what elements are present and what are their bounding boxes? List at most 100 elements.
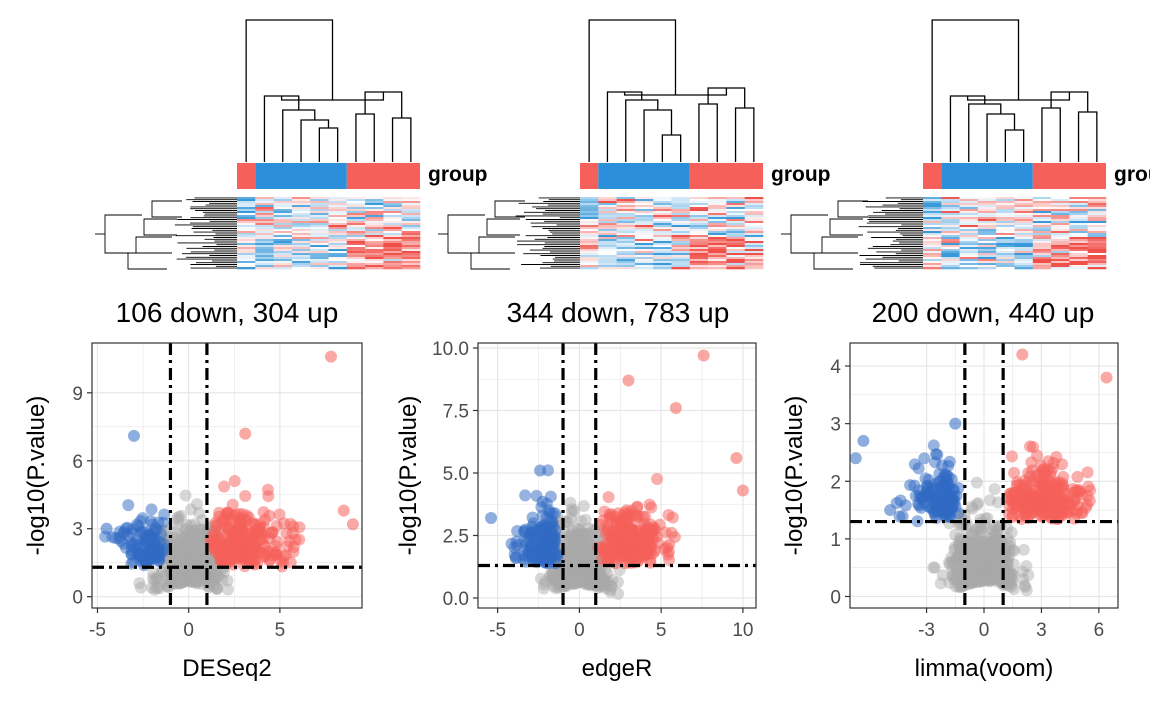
dendrogram-branch <box>661 134 682 162</box>
point-not-significant <box>970 562 983 575</box>
heatmap-cell <box>671 209 691 212</box>
point-not-significant <box>1020 560 1033 573</box>
point-not-significant <box>964 556 977 569</box>
point-not-significant <box>164 574 177 587</box>
heatmap-cell <box>726 199 745 202</box>
point-not-significant <box>951 563 964 576</box>
point-not-significant <box>172 553 185 566</box>
point-not-significant <box>965 529 978 542</box>
point-not-significant <box>178 531 191 544</box>
point-not-significant <box>567 545 580 558</box>
point-not-significant <box>970 576 983 589</box>
heatmap-cell <box>923 227 942 230</box>
heatmap-cell <box>1014 243 1034 246</box>
dendrogram-branch <box>478 236 515 254</box>
point-not-significant <box>986 551 999 564</box>
heatmap-cell <box>923 237 942 240</box>
point-not-significant <box>569 544 582 557</box>
point-not-significant <box>973 526 986 539</box>
heatmap-cell <box>1032 241 1052 244</box>
heatmap-cell <box>634 243 654 246</box>
point-up <box>629 542 642 555</box>
point-not-significant <box>979 548 992 561</box>
point-not-significant <box>134 581 147 594</box>
heatmap-cell <box>996 243 1015 246</box>
point-not-significant <box>983 542 996 555</box>
heatmap-cell <box>580 249 599 252</box>
heatmap-cell <box>255 233 274 236</box>
heatmap-cell <box>689 235 709 238</box>
point-not-significant <box>572 530 585 543</box>
heatmap-cell <box>365 229 384 232</box>
point-not-significant <box>983 559 996 572</box>
heatmap-cell <box>689 231 709 234</box>
heatmap-cell <box>346 231 366 234</box>
heatmap-cell <box>346 223 366 226</box>
heatmap-cell <box>310 231 329 234</box>
heatmap-cell <box>346 237 366 240</box>
point-not-significant <box>186 542 199 555</box>
heatmap-cell <box>383 221 402 224</box>
point-not-significant <box>583 568 596 581</box>
heatmap-cell <box>616 213 636 216</box>
heatmap-cell <box>1069 205 1088 208</box>
heatmap-cell <box>941 209 960 212</box>
point-not-significant <box>180 550 193 563</box>
point-not-significant <box>573 576 586 589</box>
heatmap-cell <box>255 203 274 206</box>
heatmap-cell <box>708 265 727 268</box>
point-not-significant <box>981 571 994 584</box>
heatmap-cell <box>255 201 274 204</box>
heatmap-cell <box>744 219 764 222</box>
heatmap-cell <box>708 213 727 216</box>
heatmap-cell <box>1014 227 1034 230</box>
heatmap-cell <box>580 247 599 250</box>
x-tick-label: 5 <box>275 620 286 641</box>
point-not-significant <box>188 551 201 564</box>
point-not-significant <box>181 518 194 531</box>
point-not-significant <box>177 575 190 588</box>
heatmap-cell <box>1032 201 1052 204</box>
point-not-significant <box>985 540 998 553</box>
heatmap-cell <box>401 263 421 266</box>
heatmap-cell <box>1014 247 1034 250</box>
heatmap-cell <box>708 225 727 228</box>
point-not-significant <box>579 578 592 591</box>
heatmap-cell <box>634 231 654 234</box>
point-not-significant <box>573 549 586 562</box>
heatmap-cell <box>1051 265 1070 268</box>
point-not-significant <box>575 571 588 584</box>
heatmap-cell <box>708 209 727 212</box>
heatmap-cell <box>744 225 764 228</box>
point-not-significant <box>187 549 200 562</box>
point-down <box>908 458 921 471</box>
heatmap-cell <box>959 217 979 220</box>
heatmap-cell <box>708 221 727 224</box>
heatmap-cell <box>689 261 709 264</box>
heatmap-cell <box>598 229 617 232</box>
heatmap-cell <box>383 241 402 244</box>
point-up <box>1044 469 1057 482</box>
point-not-significant <box>177 575 190 588</box>
point-not-significant <box>979 557 992 570</box>
heatmap-cell <box>291 251 311 254</box>
heatmap-cell <box>401 215 421 218</box>
point-not-significant <box>953 536 966 549</box>
heatmap-cell <box>310 203 329 206</box>
point-not-significant <box>569 557 582 570</box>
point-not-significant <box>983 543 996 556</box>
point-not-significant <box>981 535 994 548</box>
heatmap-cell <box>273 239 293 242</box>
dendrogram-branch <box>263 95 300 162</box>
heatmap-cell <box>671 255 691 258</box>
heatmap-cell <box>598 255 617 258</box>
point-not-significant <box>179 489 192 502</box>
heatmap-cell <box>237 201 256 204</box>
heatmap-cell <box>346 255 366 258</box>
heatmap-cell <box>923 231 942 234</box>
heatmap-cell <box>959 213 979 216</box>
point-not-significant <box>573 535 586 548</box>
point-not-significant <box>577 576 590 589</box>
heatmap-cell <box>580 211 599 214</box>
point-not-significant <box>949 528 962 541</box>
